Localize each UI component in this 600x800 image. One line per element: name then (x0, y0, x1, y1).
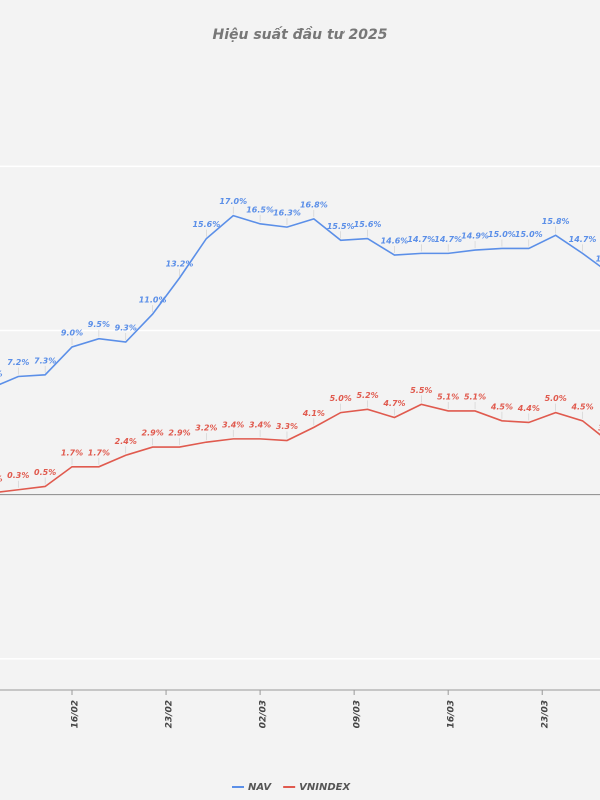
data-label: 17.0% (219, 197, 247, 206)
series-line (0, 214, 600, 386)
data-label: 9.5% (88, 320, 110, 329)
data-label: 3.3% (276, 422, 298, 431)
x-axis: 16/02 23/02 02/03 09/03 16/03 23/03 (0, 689, 600, 728)
data-label: 5.0% (330, 394, 352, 403)
data-label: 7.3% (34, 356, 56, 365)
data-label: 1.7% (88, 448, 110, 457)
data-label: 9.0% (61, 328, 83, 337)
plot-area: 6.5%7.2%7.3%9.0%9.5%9.3%11.0%13.2%15.6%1… (0, 197, 600, 493)
data-label: 11.0% (139, 296, 167, 305)
data-label: 5.5% (410, 386, 432, 395)
legend-label: NAV (248, 782, 272, 793)
x-tick-label: 16/03 (447, 700, 457, 728)
data-label: 15.0% (488, 230, 516, 239)
data-label: 6.5% (0, 369, 2, 378)
data-label: 14.7% (407, 235, 435, 244)
x-tick-label: 23/03 (541, 700, 551, 728)
data-label: 3.2% (598, 424, 600, 433)
x-tick-label: 16/02 (71, 700, 81, 728)
data-label: 2.9% (142, 429, 164, 438)
data-label: 13.2% (166, 260, 194, 269)
x-tick-label: 02/03 (259, 700, 269, 728)
data-label: 5.1% (437, 392, 459, 401)
data-label: 5.1% (464, 392, 486, 401)
data-label: 3.2% (195, 424, 217, 433)
data-label: 4.5% (490, 402, 513, 411)
x-tick-label: 23/02 (165, 700, 175, 728)
data-label: 9.3% (115, 324, 137, 333)
data-label: 2.9% (168, 429, 190, 438)
data-label: 15.8% (542, 217, 570, 226)
grid (0, 165, 600, 660)
data-label: 16.8% (300, 200, 328, 209)
data-label: 15.5% (327, 222, 355, 231)
x-tick-label: 09/03 (353, 700, 363, 728)
data-label: 3.4% (249, 420, 271, 429)
data-label: 0.3% (7, 471, 29, 480)
data-label: 14.7% (569, 235, 597, 244)
data-label: 0.1% (0, 475, 2, 484)
data-label: 1.7% (61, 448, 83, 457)
data-label: 15.0% (515, 230, 543, 239)
data-label: 5.2% (356, 391, 378, 400)
data-label: 4.4% (517, 404, 540, 413)
data-label: 7.2% (7, 358, 29, 367)
data-label: 2.4% (115, 437, 137, 446)
data-label: 16.3% (273, 209, 301, 218)
data-label: 14.7% (434, 235, 462, 244)
series-line (0, 403, 600, 493)
data-label: 0.5% (34, 468, 56, 477)
data-label: 5.0% (545, 394, 567, 403)
data-label: 14.9% (461, 232, 489, 241)
data-label: 4.7% (382, 399, 405, 408)
data-label: 3.4% (222, 420, 244, 429)
chart-title: Hiệu suất đầu tư 2025 (213, 26, 388, 43)
legend: NAV VNINDEX (232, 782, 352, 793)
data-label: 13.5% (596, 255, 600, 264)
data-label: 15.6% (354, 220, 382, 229)
data-label: 4.5% (570, 402, 593, 411)
data-label: 16.5% (246, 205, 274, 214)
data-label: 15.6% (192, 220, 220, 229)
legend-label: VNINDEX (299, 782, 351, 793)
data-label: 4.1% (302, 409, 325, 418)
data-label: 14.6% (381, 237, 409, 246)
